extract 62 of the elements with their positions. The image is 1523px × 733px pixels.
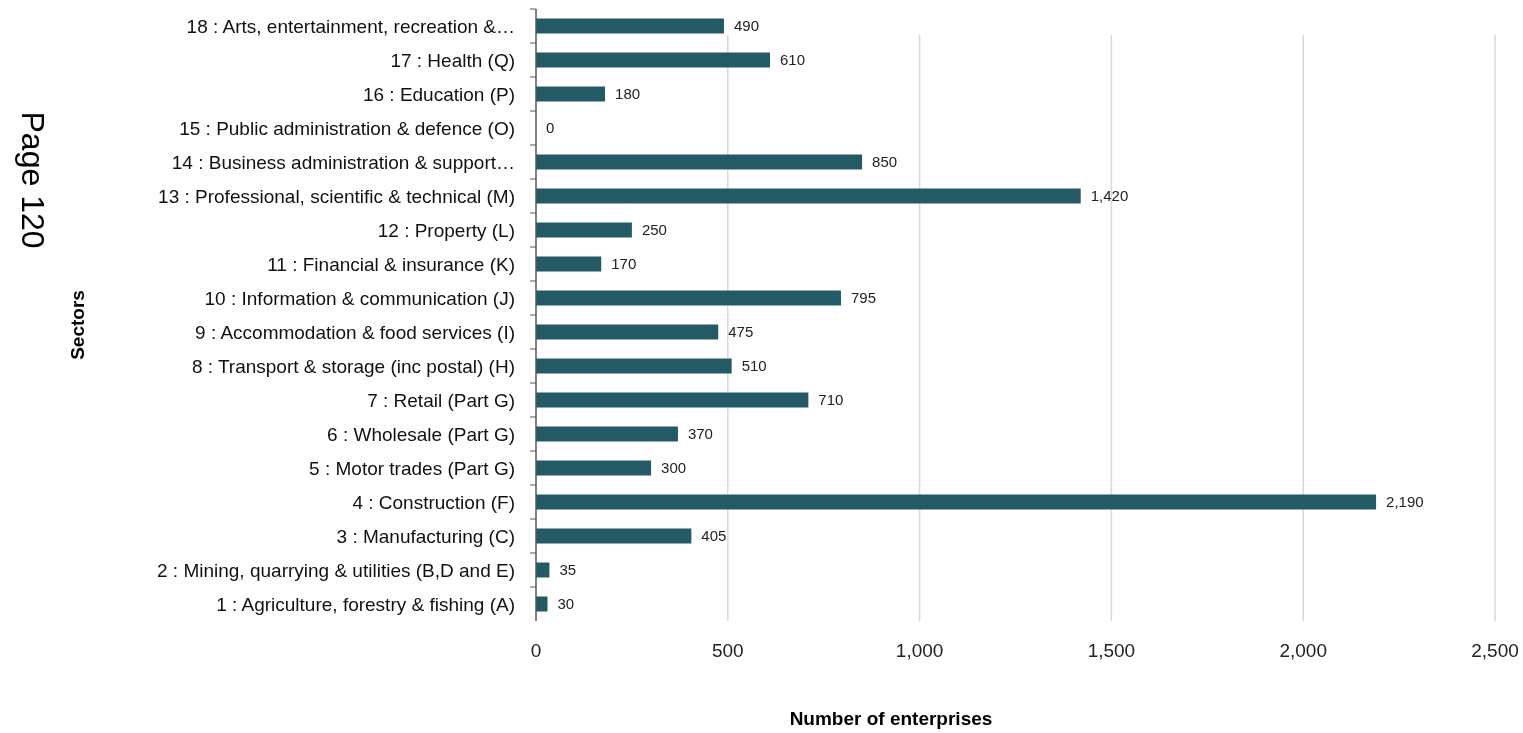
y-tick-label: 9 : Accommodation & food services (I) (195, 321, 515, 343)
data-label: 510 (741, 357, 767, 375)
data-label: 795 (850, 289, 876, 307)
bar (536, 86, 606, 102)
data-label: 30 (557, 595, 575, 613)
x-tick-label: 1,500 (1087, 640, 1136, 661)
bar (536, 596, 548, 612)
data-label: 610 (780, 51, 806, 69)
x-tick-label: 500 (711, 640, 744, 661)
bar (536, 460, 652, 476)
y-tick-label: 3 : Manufacturing (C) (336, 525, 515, 547)
y-tick-label: 6 : Wholesale (Part G) (327, 423, 515, 445)
bar (536, 562, 550, 578)
y-tick-label: 14 : Business administration & support… (171, 151, 515, 173)
y-tick-label: 11 : Financial & insurance (K) (267, 253, 515, 275)
y-axis-title: Sectors (67, 290, 88, 360)
data-label: 0 (546, 119, 555, 137)
data-label: 710 (818, 391, 844, 409)
y-tick-label: 17 : Health (Q) (390, 49, 515, 71)
y-tick-label: 10 : Information & communication (J) (204, 287, 515, 309)
bar (536, 256, 602, 272)
bar (536, 18, 724, 34)
data-label: 170 (611, 255, 637, 273)
y-tick-label: 13 : Professional, scientific & technical (M) (158, 185, 515, 207)
y-tick-label: 7 : Retail (Part G) (367, 389, 515, 411)
y-tick-label: 5 : Motor trades (Part G) (309, 457, 515, 479)
x-axis-title: Number of enterprises (789, 708, 993, 729)
bar (536, 426, 678, 442)
y-tick-label: 15 : Public administration & defence (O) (179, 117, 515, 139)
y-tick-label: 16 : Education (P) (362, 83, 515, 105)
y-tick-label: 2 : Mining, quarrying & utilities (B,D and E) (157, 559, 515, 581)
bar (536, 358, 732, 374)
bar (536, 528, 692, 544)
x-tick-label: 1,000 (895, 640, 944, 661)
data-label: 850 (872, 153, 898, 171)
bar (536, 222, 632, 238)
bar (536, 52, 770, 68)
y-tick-label: 8 : Transport & storage (inc postal) (H) (191, 355, 515, 377)
data-label: 370 (687, 425, 713, 443)
data-label: 300 (661, 459, 687, 477)
x-tick-label: 2,000 (1279, 640, 1327, 661)
y-tick-label: 12 : Property (L) (377, 219, 515, 241)
bar (536, 290, 841, 306)
text: Page 120 (15, 111, 51, 249)
bar (536, 154, 863, 170)
data-label: 490 (733, 17, 759, 35)
data-label: 475 (728, 323, 754, 341)
bar (536, 324, 719, 340)
data-label: 180 (615, 85, 641, 103)
y-tick-label: 1 : Agriculture, forestry & fishing (A) (216, 593, 515, 615)
data-label: 250 (641, 221, 667, 239)
data-label: 2,190 (1386, 493, 1424, 511)
data-label: 1,420 (1090, 187, 1129, 205)
y-tick-label: 4 : Construction (F) (352, 491, 515, 513)
x-tick-label: 0 (530, 640, 542, 661)
data-label: 405 (701, 527, 727, 545)
bar (536, 188, 1081, 204)
y-tick-label: 18 : Arts, entertainment, recreation &… (186, 15, 515, 37)
x-tick-label: 2,500 (1471, 640, 1519, 661)
data-label: 35 (559, 561, 577, 579)
bar (536, 392, 809, 408)
bar (536, 494, 1377, 510)
